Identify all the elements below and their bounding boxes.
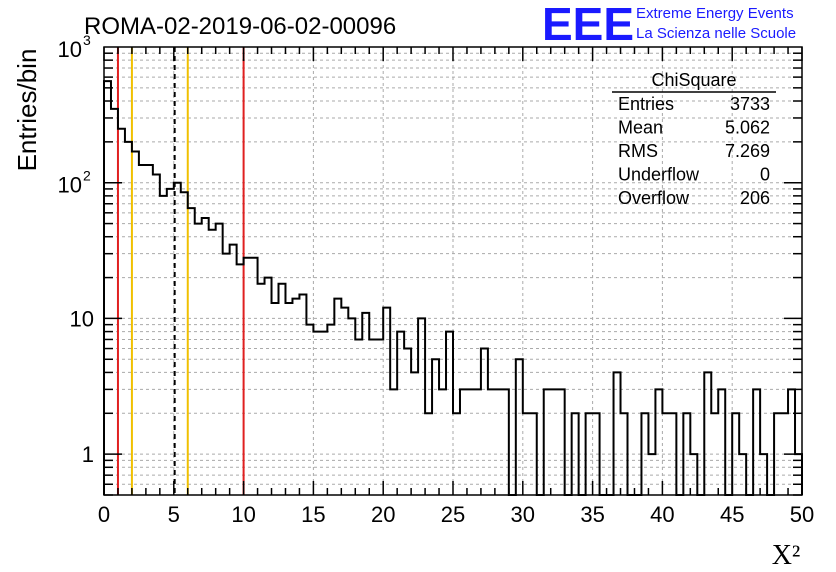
stats-row-value: 7.269	[725, 141, 770, 161]
y-tick-label: 10	[58, 37, 82, 62]
y-tick-label: 10	[58, 173, 82, 198]
y-tick-label-exponent: 3	[83, 32, 91, 48]
x-tick-label: 0	[98, 502, 110, 527]
chart-title: ROMA-02-2019-06-02-00096	[84, 13, 396, 40]
y-tick-label-exponent: 2	[83, 168, 91, 184]
logo-line-2: La Scienza nelle Scuole	[636, 25, 796, 42]
eee-logo: EEE Extreme Energy Events La Scienza nel…	[542, 0, 796, 50]
x-tick-label: 50	[790, 502, 814, 527]
stats-row-label: Overflow	[618, 188, 690, 208]
y-tick-label: 1	[82, 442, 94, 467]
axis-ticks	[103, 47, 803, 496]
histogram-steps	[103, 80, 803, 496]
reference-lines	[116, 47, 245, 495]
y-axis-label: Entries/bin	[12, 49, 42, 172]
x-tick-label: 5	[168, 502, 180, 527]
grid-lines	[104, 47, 802, 495]
stats-row-label: RMS	[618, 141, 658, 161]
stats-rows: Entries 3733 Mean 5.062 RMS 7.269 Underflow 0 Ov…	[618, 94, 770, 208]
x-tick-label: 15	[301, 502, 325, 527]
eee-logo-text: EEE	[542, 0, 634, 50]
x-tick-label: 35	[580, 502, 604, 527]
stats-row-label: Entries	[618, 94, 674, 114]
x-tick-labels: 0 5 10 15 20 25 30 35 40 45 50	[98, 502, 814, 527]
y-tick-label: 10	[70, 306, 94, 331]
x-tick-label: 45	[720, 502, 744, 527]
x-tick-label: 20	[371, 502, 395, 527]
stats-box: ChiSquare Entries 3733 Mean 5.062 RMS 7.269 Un…	[612, 70, 776, 208]
x-tick-label: 30	[511, 502, 535, 527]
stats-row-label: Underflow	[618, 165, 700, 185]
stats-row-value: 206	[740, 188, 770, 208]
x-axis-label: X²	[772, 540, 801, 571]
stats-title: ChiSquare	[651, 70, 736, 90]
x-tick-label: 40	[650, 502, 674, 527]
stats-row-value: 3733	[730, 94, 770, 114]
stats-row-label: Mean	[618, 118, 663, 138]
stats-row-value: 5.062	[725, 118, 770, 138]
x-tick-label: 25	[441, 502, 465, 527]
logo-line-1: Extreme Energy Events	[636, 5, 794, 22]
x-tick-label: 10	[231, 502, 255, 527]
stats-row-value: 0	[760, 165, 770, 185]
